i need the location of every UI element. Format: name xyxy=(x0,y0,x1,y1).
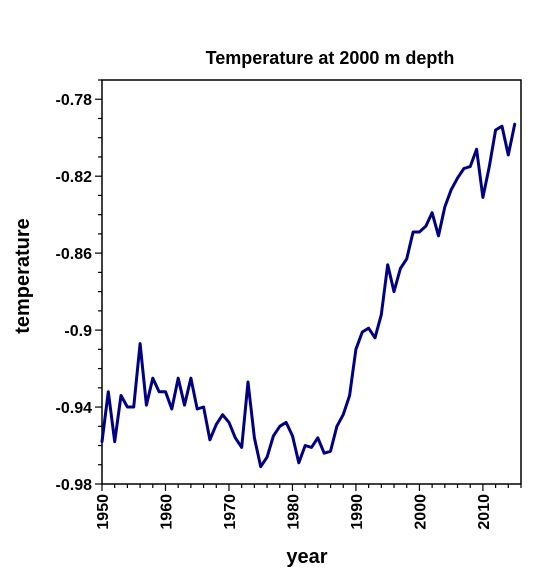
x-axis-label: year xyxy=(286,546,327,568)
y-axis: -0.98 -0.94 -0.9 -0.86 -0.82 -0.78 xyxy=(56,79,102,494)
x-tick-label: 1970 xyxy=(222,494,239,530)
y-axis-label: temperature xyxy=(12,218,34,334)
x-tick-label: 1950 xyxy=(95,494,112,530)
y-tick-label: -0.82 xyxy=(56,169,93,186)
x-tick-label: 1980 xyxy=(285,494,302,530)
x-tick-label: 2000 xyxy=(412,494,429,530)
y-tick-label: -0.9 xyxy=(64,323,92,340)
y-tick-label: -0.78 xyxy=(56,92,93,109)
x-tick-label: 1960 xyxy=(158,494,175,530)
x-axis: 1950 1960 1970 1980 1990 2000 2010 xyxy=(95,484,522,530)
series-line xyxy=(100,122,517,469)
x-tick-label: 1990 xyxy=(349,494,366,530)
y-tick-label: -0.94 xyxy=(56,400,93,417)
y-tick-label: -0.98 xyxy=(56,477,93,494)
x-tick-label: 2010 xyxy=(476,494,493,530)
plot-area xyxy=(100,122,517,469)
plot-frame xyxy=(101,79,522,485)
axes xyxy=(101,79,522,485)
y-tick-label: -0.86 xyxy=(56,246,93,263)
chart-title: Temperature at 2000 m depth xyxy=(206,48,455,68)
